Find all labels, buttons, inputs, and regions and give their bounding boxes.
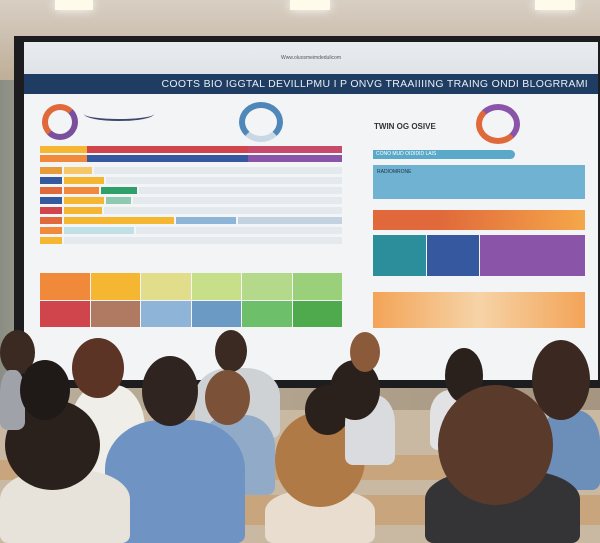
- right-orange-band: [373, 210, 585, 230]
- person-head: [532, 340, 590, 420]
- right-color-blocks: [373, 235, 585, 276]
- right-bar: CONO MUD OIDIDID LAIS: [373, 150, 515, 159]
- person-head: [215, 330, 247, 372]
- person-head: [72, 338, 124, 398]
- cycle-diagram-icon: [42, 104, 78, 140]
- person-head: [330, 360, 380, 420]
- person-head: [438, 385, 553, 505]
- color-swatch-grid: [40, 273, 342, 327]
- person-head: [350, 332, 380, 372]
- cycle-diagram-icon: [239, 102, 283, 142]
- person-head: [20, 360, 70, 420]
- right-heading: TWIN OG OSIVE: [374, 122, 436, 131]
- left-color-table: [40, 146, 342, 244]
- person-head: [205, 370, 250, 425]
- right-orange-table: [373, 292, 585, 328]
- screen-title: COOTS BIO IGGTAL DEVILLPMU I P ONVG TRAA…: [24, 74, 598, 94]
- screen-url: Www.oluosmeimdedulicom: [24, 42, 598, 74]
- ceiling-light: [290, 0, 330, 10]
- ceiling-light: [55, 0, 93, 10]
- ceiling-light: [535, 0, 575, 10]
- right-info-box: RADIOMRONE: [373, 165, 585, 199]
- person-head: [142, 356, 198, 426]
- projection-screen: Www.oluosmeimdedulicom COOTS BIO IGGTAL …: [24, 42, 598, 380]
- cycle-diagram-icon: [476, 104, 520, 144]
- curve-graphic: [84, 107, 154, 121]
